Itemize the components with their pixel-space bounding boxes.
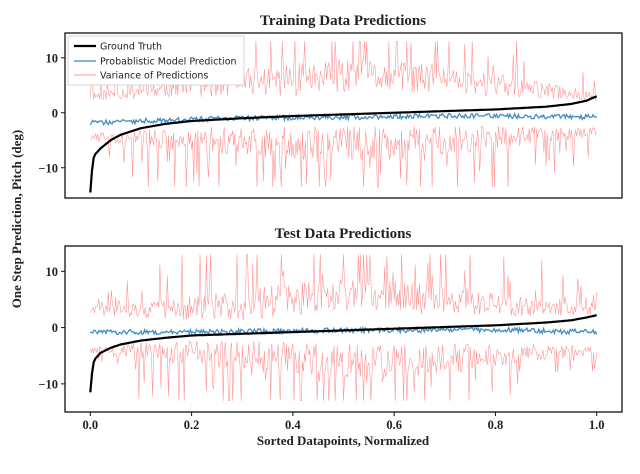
x-tick-label: 0.8 (488, 418, 504, 432)
y-tick-label: −10 (38, 377, 58, 391)
training-y-ticks: −10 0 10 (38, 51, 65, 175)
variance-lower-line (90, 340, 597, 401)
legend-box (67, 35, 245, 86)
y-tick-label: 0 (52, 321, 58, 335)
legend: Ground Truth Probablistic Model Predicti… (67, 35, 245, 86)
test-ground-truth-series (89, 314, 597, 393)
legend-ground-truth-label: Ground Truth (100, 42, 162, 53)
test-x-ticks: 0.0 0.2 0.4 0.6 0.8 1.0 (83, 412, 605, 432)
y-tick-label: 0 (52, 106, 58, 120)
x-tick-label: 0.6 (386, 418, 402, 432)
ground-truth-line (89, 314, 597, 393)
variance-upper-line (90, 254, 597, 321)
legend-prediction-label: Probablistic Model Prediction (100, 57, 237, 68)
x-tick-label: 0.4 (285, 418, 301, 432)
ground-truth-line (89, 95, 598, 193)
x-axis-label: Sorted Datapoints, Normalized (257, 433, 430, 448)
x-tick-label: 0.2 (184, 418, 200, 432)
y-axis-label: One Step Prediction, Pitch (deg) (9, 130, 24, 309)
y-tick-label: 10 (46, 265, 59, 279)
x-tick-label: 1.0 (589, 418, 605, 432)
variance-lower-line (90, 125, 597, 188)
test-plot-frame (64, 245, 623, 413)
training-ground-truth-series (89, 95, 598, 193)
training-plot-frame (64, 32, 623, 199)
y-tick-label: −10 (38, 161, 58, 175)
test-chart-title: Test Data Predictions (275, 226, 412, 242)
training-panel: Training Data Predictions −10 0 10 Ground … (38, 13, 623, 199)
legend-variance-label: Variance of Predictions (100, 71, 208, 82)
x-tick-label: 0.0 (83, 418, 99, 432)
y-tick-label: 10 (46, 51, 59, 65)
test-y-ticks: −10 0 10 (38, 265, 65, 391)
training-chart-title: Training Data Predictions (260, 13, 426, 29)
test-variance-series (90, 254, 597, 401)
